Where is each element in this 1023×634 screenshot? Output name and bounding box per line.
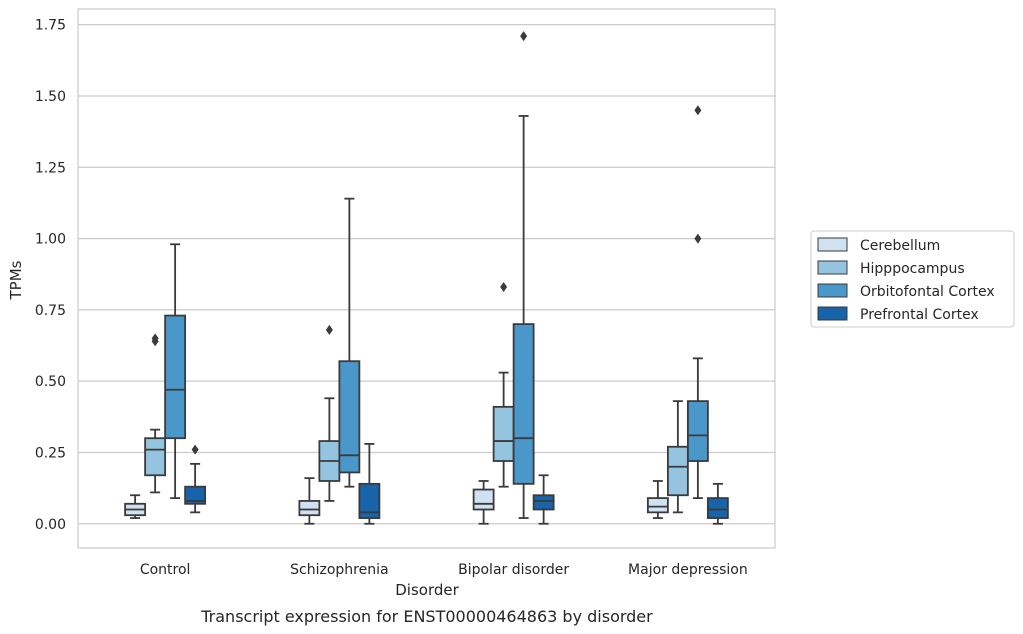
outlier-point [191,444,199,455]
legend-label: Hipppocampus [860,261,965,277]
box-body [164,314,187,440]
outlier-point [500,282,508,293]
box-groups [124,31,729,525]
outlier-point [325,324,333,335]
box-3-4 [686,105,709,499]
y-tick-label: 0.75 [35,303,66,319]
legend-swatch [817,306,848,321]
box-body [706,497,729,519]
box-body [358,482,381,519]
box-2-4 [666,400,689,514]
box-3-3 [512,31,535,519]
y-tick-label: 1.00 [35,232,66,248]
legend: Cerebellum Hipppocampus Orbitofontal Corte… [810,230,1015,328]
box-4-2 [358,443,381,525]
x-tick-label: Bipolar disorder [458,562,569,578]
box-body [184,485,207,505]
box-1-4 [646,480,669,519]
legend-frame [810,230,1015,328]
x-axis-label: Disorder [395,581,459,599]
y-tick-label: 1.50 [35,89,66,105]
box-body [298,500,321,517]
legend-label: Orbitofontal Cortex [860,284,995,300]
box-body [646,497,669,514]
outlier-point [520,31,528,42]
box-4-4 [706,482,729,525]
box-body [492,405,515,462]
box-body [532,494,555,511]
box-3-2 [338,197,361,488]
y-axis-ticks: 0.00 0.25 0.50 0.75 1.00 1.25 1.50 1.75 [35,18,66,533]
box-2-3 [492,282,515,488]
y-tick-label: 0.00 [35,517,66,533]
y-tick-label: 0.25 [35,445,66,461]
x-tick-label: Control [140,562,191,578]
y-tick-label: 1.75 [35,18,66,34]
chart-caption: Transcript expression for ENST0000046486… [200,607,653,626]
box-4-3 [532,474,555,525]
box-2-2 [318,324,341,502]
y-tick-label: 1.25 [35,160,66,176]
box-1-1 [124,494,147,519]
box-2-1 [144,333,167,494]
box-body [144,437,167,477]
x-tick-label: Schizophrenia [290,562,388,578]
box-1-3 [472,480,495,525]
legend-swatch [817,260,848,275]
legend-swatch [817,283,848,298]
y-tick-label: 0.50 [35,374,66,390]
box-4-1 [184,444,207,514]
box-3-1 [164,243,187,499]
box-body [338,360,361,474]
box-body [472,488,495,511]
outlier-point [694,233,702,244]
x-tick-label: Major depression [628,562,748,578]
x-axis-ticks: Control Schizophrenia Bipolar disorder Majo… [140,562,748,578]
outlier-point [694,105,702,116]
box-body [686,400,709,462]
outlier-point [151,333,159,344]
box-body [512,323,535,485]
legend-swatch [817,237,848,252]
y-axis-label: TPMs [7,260,25,300]
box-body [666,445,689,497]
box-1-2 [298,477,321,525]
legend-label: Prefrontal Cortex [860,307,979,323]
plot-frame [77,8,776,549]
legend-label: Cerebellum [860,238,940,254]
